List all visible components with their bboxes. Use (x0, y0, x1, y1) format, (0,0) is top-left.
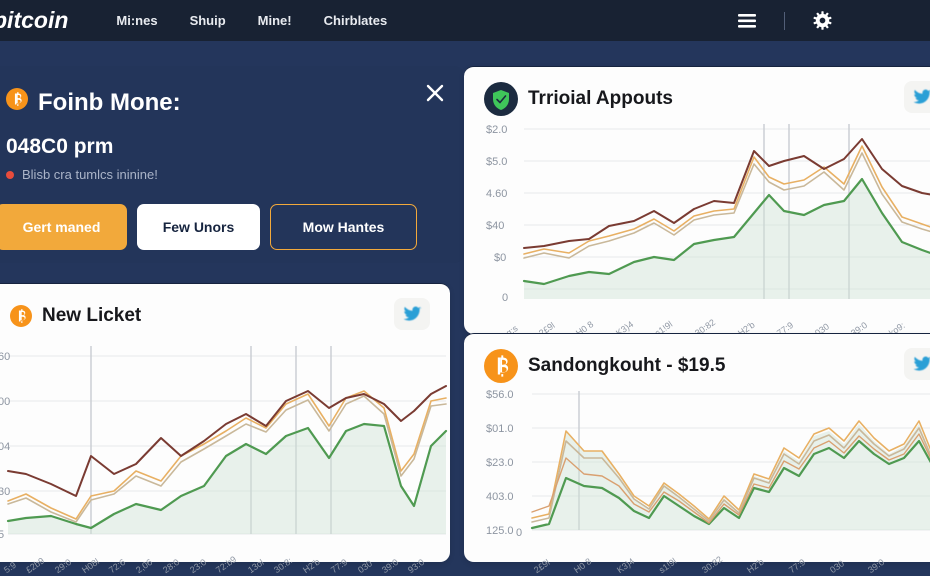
svg-text:125.0: 125.0 (486, 525, 514, 537)
svg-text:04: 04 (0, 441, 10, 453)
svg-text:$56.0: $56.0 (486, 389, 514, 401)
svg-text:4.60: 4.60 (486, 188, 507, 200)
svg-text:$5.0: $5.0 (486, 156, 507, 168)
svg-text:00: 00 (0, 396, 10, 408)
svg-text:0: 0 (516, 527, 522, 539)
svg-text:0: 0 (502, 292, 508, 304)
svg-text:5: 5 (0, 529, 4, 541)
svg-text:$01.0: $01.0 (486, 423, 514, 435)
svg-text:$23.0: $23.0 (486, 457, 514, 469)
svg-text:403.0: 403.0 (486, 491, 514, 503)
svg-text:$40: $40 (486, 220, 504, 232)
svg-text:$0: $0 (494, 252, 506, 264)
svg-text:60: 60 (0, 351, 10, 363)
svg-text:30: 30 (0, 486, 10, 498)
svg-text:$2.0: $2.0 (486, 124, 507, 136)
